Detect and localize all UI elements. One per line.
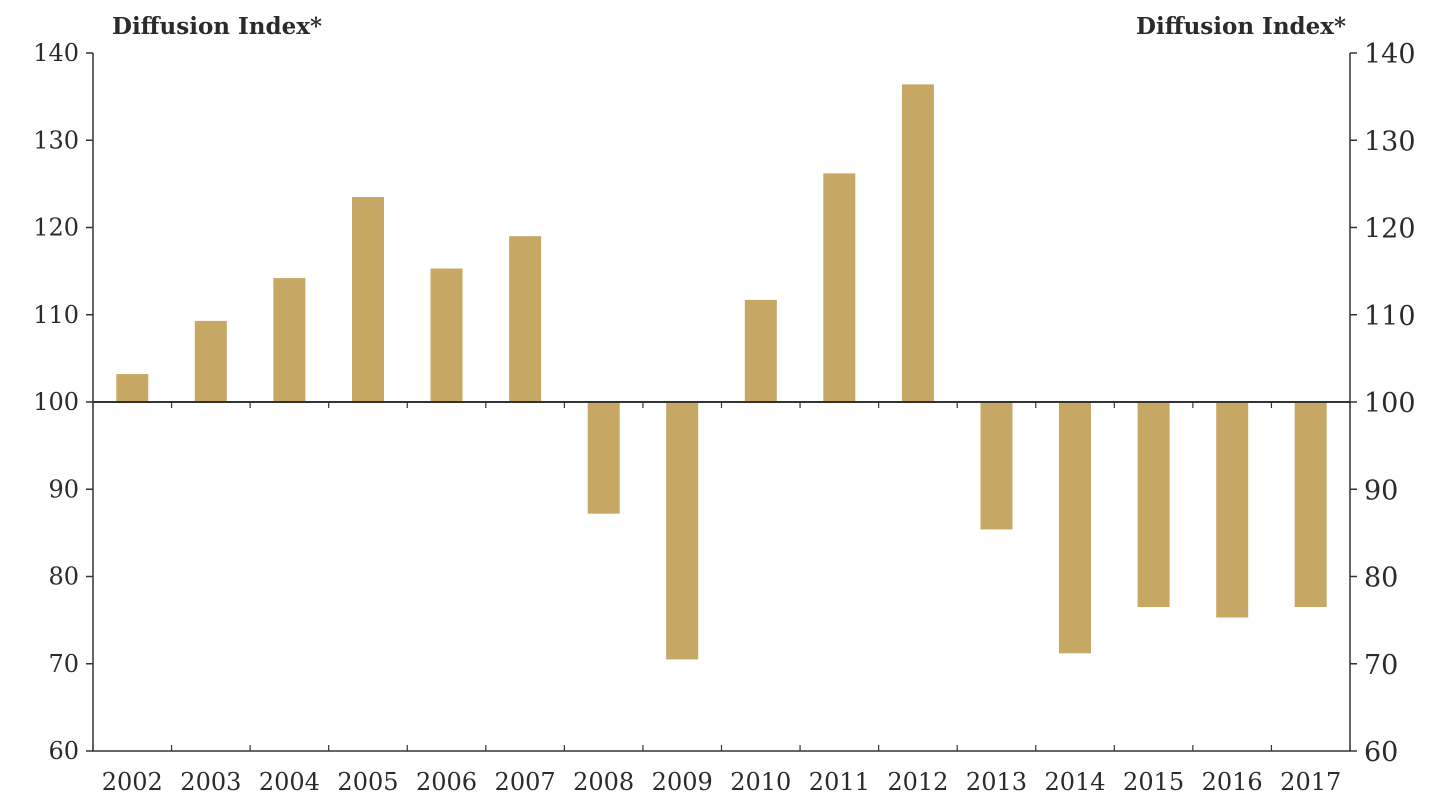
bar-2007 bbox=[509, 236, 542, 402]
xtick-label-2008: 2008 bbox=[573, 768, 634, 796]
left-ytick-label-100: 100 bbox=[33, 388, 79, 416]
xtick-label-2007: 2007 bbox=[495, 768, 556, 796]
xtick-label-2009: 2009 bbox=[652, 768, 713, 796]
left-ytick-label-90: 90 bbox=[48, 475, 79, 503]
bars-group bbox=[116, 84, 1327, 660]
xtick-label-2004: 2004 bbox=[259, 768, 320, 796]
bar-2009 bbox=[666, 402, 699, 660]
bar-2008 bbox=[587, 402, 620, 514]
xtick-label-2016: 2016 bbox=[1202, 768, 1263, 796]
bar-2004 bbox=[273, 278, 306, 402]
left-ytick-label-70: 70 bbox=[48, 650, 79, 678]
xtick-label-2006: 2006 bbox=[416, 768, 477, 796]
bar-2012 bbox=[901, 84, 934, 403]
xtick-label-2011: 2011 bbox=[809, 768, 870, 796]
right-ytick-label-100: 100 bbox=[1364, 388, 1416, 419]
bar-2015 bbox=[1137, 402, 1170, 607]
bar-2005 bbox=[352, 197, 384, 402]
bar-2002 bbox=[116, 374, 149, 402]
bar-2011 bbox=[823, 173, 856, 402]
right-ytick-label-110: 110 bbox=[1364, 301, 1416, 332]
left-ytick-label-60: 60 bbox=[48, 737, 79, 765]
left-ytick-label-120: 120 bbox=[33, 214, 79, 242]
left-ytick-label-110: 110 bbox=[33, 301, 79, 329]
xtick-label-2014: 2014 bbox=[1044, 768, 1105, 796]
xtick-label-2010: 2010 bbox=[730, 768, 791, 796]
right-ytick-label-140: 140 bbox=[1364, 39, 1416, 70]
right-ytick-label-80: 80 bbox=[1364, 563, 1398, 594]
bar-2006 bbox=[430, 268, 463, 402]
xtick-label-2002: 2002 bbox=[102, 768, 163, 796]
xtick-label-2015: 2015 bbox=[1123, 768, 1184, 796]
bar-2003 bbox=[194, 320, 227, 402]
right-ytick-label-90: 90 bbox=[1364, 475, 1398, 506]
left-ytick-label-130: 130 bbox=[33, 126, 79, 154]
right-ytick-label-130: 130 bbox=[1364, 126, 1416, 157]
xtick-label-2013: 2013 bbox=[966, 768, 1027, 796]
left-ytick-label-140: 140 bbox=[33, 39, 79, 67]
bar-2010 bbox=[744, 299, 777, 402]
right-ytick-label-120: 120 bbox=[1364, 214, 1416, 245]
bar-2017 bbox=[1294, 402, 1327, 607]
right-ytick-label-70: 70 bbox=[1364, 650, 1398, 681]
right-ytick-label-60: 60 bbox=[1364, 737, 1398, 768]
xtick-label-2005: 2005 bbox=[337, 768, 398, 796]
ticks-group: 60 60 70 70 80 80 90 90 100 100 110 110 120 120 130 130… bbox=[33, 39, 1415, 796]
bar-2014 bbox=[1059, 402, 1091, 654]
left-ytick-label-80: 80 bbox=[48, 563, 79, 591]
xtick-label-2012: 2012 bbox=[887, 768, 948, 796]
xtick-label-2017: 2017 bbox=[1280, 768, 1341, 796]
bar-2013 bbox=[980, 402, 1013, 530]
xtick-label-2003: 2003 bbox=[180, 768, 241, 796]
left-axis-title: Diffusion Index* bbox=[112, 13, 322, 40]
bar-2016 bbox=[1216, 402, 1249, 618]
right-axis-title: Diffusion Index* bbox=[1136, 13, 1346, 40]
